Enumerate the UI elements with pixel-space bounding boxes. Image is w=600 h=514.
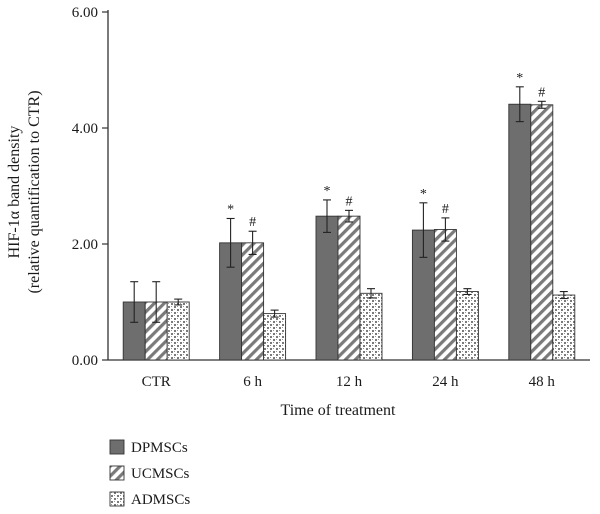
bar bbox=[530, 104, 554, 361]
bar bbox=[337, 215, 361, 361]
significance-mark: * bbox=[516, 71, 523, 86]
bar bbox=[552, 294, 576, 361]
legend: DPMSCs UCMSCs ADMSCs bbox=[109, 439, 190, 508]
bar bbox=[359, 292, 383, 361]
significance-mark: # bbox=[249, 215, 256, 230]
bar bbox=[241, 242, 265, 361]
significance-mark: * bbox=[324, 184, 331, 199]
legend-label: UCMSCs bbox=[131, 466, 190, 482]
legend-label: ADMSCs bbox=[131, 492, 190, 508]
legend-swatch bbox=[109, 491, 125, 507]
y-tick-label: 6.00 bbox=[72, 5, 98, 21]
x-tick-label: 6 h bbox=[243, 374, 262, 390]
bar bbox=[166, 301, 190, 361]
x-tick-label: CTR bbox=[142, 374, 171, 390]
x-tick-label: 12 h bbox=[336, 374, 363, 390]
x-tick-label: 24 h bbox=[432, 374, 459, 390]
significance-mark: # bbox=[538, 85, 545, 100]
y-axis-title: HIF-1α band density bbox=[6, 126, 23, 259]
legend-swatch bbox=[109, 465, 125, 481]
significance-mark: # bbox=[346, 194, 353, 209]
bar bbox=[433, 229, 457, 361]
bar bbox=[263, 313, 287, 361]
bar bbox=[315, 215, 339, 361]
legend-swatch bbox=[109, 439, 125, 455]
y-axis-subtitle: (relative quantification to CTR) bbox=[26, 90, 43, 293]
bar bbox=[508, 103, 532, 361]
legend-label: DPMSCs bbox=[131, 440, 188, 456]
significance-mark: * bbox=[420, 187, 427, 202]
y-tick-label: 2.00 bbox=[72, 237, 98, 253]
x-axis-title: Time of treatment bbox=[281, 402, 397, 419]
y-tick-label: 4.00 bbox=[72, 121, 98, 137]
significance-mark: * bbox=[227, 202, 234, 217]
x-tick-label: 48 h bbox=[529, 374, 556, 390]
y-tick-label: 0.00 bbox=[72, 353, 98, 369]
bar bbox=[455, 291, 479, 361]
significance-mark: # bbox=[442, 202, 449, 217]
